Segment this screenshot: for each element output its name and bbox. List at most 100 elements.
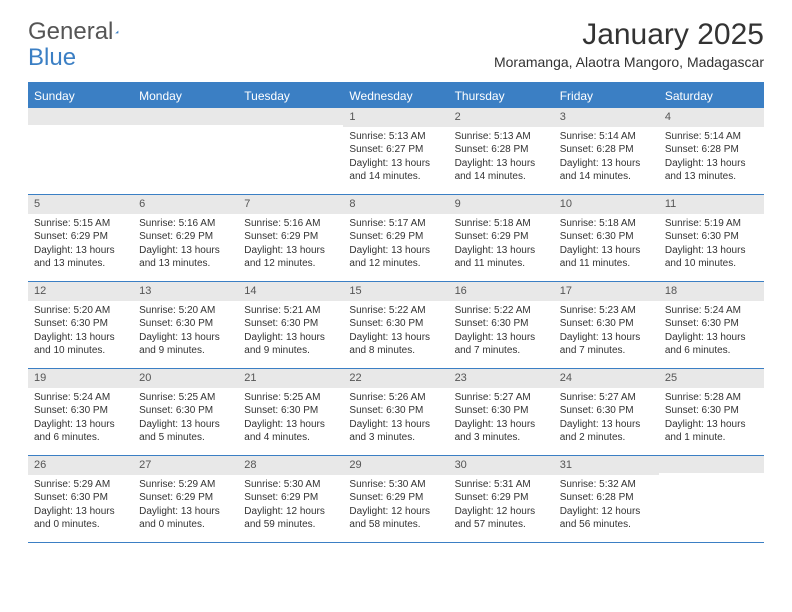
day-cell: 25Sunrise: 5:28 AMSunset: 6:30 PMDayligh… bbox=[659, 369, 764, 455]
week-row: 5Sunrise: 5:15 AMSunset: 6:29 PMDaylight… bbox=[28, 195, 764, 282]
day-body: Sunrise: 5:19 AMSunset: 6:30 PMDaylight:… bbox=[659, 214, 764, 275]
sunset-line: Sunset: 6:29 PM bbox=[34, 230, 127, 244]
sunset-line: Sunset: 6:30 PM bbox=[560, 317, 653, 331]
day-number: 27 bbox=[133, 456, 238, 475]
day-body: Sunrise: 5:13 AMSunset: 6:28 PMDaylight:… bbox=[449, 127, 554, 188]
sunrise-line: Sunrise: 5:25 AM bbox=[244, 391, 337, 405]
sunrise-line: Sunrise: 5:22 AM bbox=[455, 304, 548, 318]
sunrise-line: Sunrise: 5:13 AM bbox=[455, 130, 548, 144]
day-number: 22 bbox=[343, 369, 448, 388]
daylight-line: Daylight: 13 hours and 4 minutes. bbox=[244, 418, 337, 445]
day-number: 13 bbox=[133, 282, 238, 301]
day-body: Sunrise: 5:29 AMSunset: 6:29 PMDaylight:… bbox=[133, 475, 238, 536]
daylight-line: Daylight: 13 hours and 14 minutes. bbox=[560, 157, 653, 184]
sunrise-line: Sunrise: 5:30 AM bbox=[244, 478, 337, 492]
month-title: January 2025 bbox=[494, 18, 764, 52]
sunset-line: Sunset: 6:29 PM bbox=[139, 230, 232, 244]
day-cell: 12Sunrise: 5:20 AMSunset: 6:30 PMDayligh… bbox=[28, 282, 133, 368]
sunrise-line: Sunrise: 5:16 AM bbox=[244, 217, 337, 231]
day-cell: 16Sunrise: 5:22 AMSunset: 6:30 PMDayligh… bbox=[449, 282, 554, 368]
day-number: 23 bbox=[449, 369, 554, 388]
day-number: 21 bbox=[238, 369, 343, 388]
day-cell: 6Sunrise: 5:16 AMSunset: 6:29 PMDaylight… bbox=[133, 195, 238, 281]
day-cell: 19Sunrise: 5:24 AMSunset: 6:30 PMDayligh… bbox=[28, 369, 133, 455]
logo-sail-icon bbox=[115, 22, 119, 42]
day-number bbox=[133, 108, 238, 125]
day-number: 11 bbox=[659, 195, 764, 214]
sunset-line: Sunset: 6:28 PM bbox=[560, 143, 653, 157]
daylight-line: Daylight: 13 hours and 10 minutes. bbox=[665, 244, 758, 271]
day-number bbox=[659, 456, 764, 473]
day-number: 19 bbox=[28, 369, 133, 388]
day-cell: 28Sunrise: 5:30 AMSunset: 6:29 PMDayligh… bbox=[238, 456, 343, 542]
sunrise-line: Sunrise: 5:29 AM bbox=[34, 478, 127, 492]
sunrise-line: Sunrise: 5:27 AM bbox=[455, 391, 548, 405]
daylight-line: Daylight: 13 hours and 9 minutes. bbox=[244, 331, 337, 358]
logo-text-1: General bbox=[28, 18, 113, 46]
sunset-line: Sunset: 6:28 PM bbox=[560, 491, 653, 505]
daylight-line: Daylight: 13 hours and 0 minutes. bbox=[139, 505, 232, 532]
sunset-line: Sunset: 6:30 PM bbox=[34, 404, 127, 418]
day-cell: 7Sunrise: 5:16 AMSunset: 6:29 PMDaylight… bbox=[238, 195, 343, 281]
daylight-line: Daylight: 13 hours and 5 minutes. bbox=[139, 418, 232, 445]
day-number: 15 bbox=[343, 282, 448, 301]
day-body: Sunrise: 5:25 AMSunset: 6:30 PMDaylight:… bbox=[238, 388, 343, 449]
sunrise-line: Sunrise: 5:20 AM bbox=[34, 304, 127, 318]
day-cell: 20Sunrise: 5:25 AMSunset: 6:30 PMDayligh… bbox=[133, 369, 238, 455]
sunset-line: Sunset: 6:28 PM bbox=[665, 143, 758, 157]
daylight-line: Daylight: 13 hours and 11 minutes. bbox=[455, 244, 548, 271]
daylight-line: Daylight: 13 hours and 0 minutes. bbox=[34, 505, 127, 532]
sunset-line: Sunset: 6:30 PM bbox=[665, 317, 758, 331]
day-body: Sunrise: 5:27 AMSunset: 6:30 PMDaylight:… bbox=[449, 388, 554, 449]
daylight-line: Daylight: 13 hours and 12 minutes. bbox=[244, 244, 337, 271]
day-number: 7 bbox=[238, 195, 343, 214]
day-header-monday: Monday bbox=[133, 84, 238, 108]
day-body: Sunrise: 5:24 AMSunset: 6:30 PMDaylight:… bbox=[659, 301, 764, 362]
day-body: Sunrise: 5:25 AMSunset: 6:30 PMDaylight:… bbox=[133, 388, 238, 449]
day-number: 28 bbox=[238, 456, 343, 475]
sunrise-line: Sunrise: 5:31 AM bbox=[455, 478, 548, 492]
day-cell: 8Sunrise: 5:17 AMSunset: 6:29 PMDaylight… bbox=[343, 195, 448, 281]
day-body: Sunrise: 5:17 AMSunset: 6:29 PMDaylight:… bbox=[343, 214, 448, 275]
sunset-line: Sunset: 6:30 PM bbox=[34, 317, 127, 331]
day-body: Sunrise: 5:21 AMSunset: 6:30 PMDaylight:… bbox=[238, 301, 343, 362]
day-cell bbox=[133, 108, 238, 194]
sunrise-line: Sunrise: 5:27 AM bbox=[560, 391, 653, 405]
logo: General bbox=[28, 18, 137, 46]
day-body: Sunrise: 5:16 AMSunset: 6:29 PMDaylight:… bbox=[238, 214, 343, 275]
day-body: Sunrise: 5:14 AMSunset: 6:28 PMDaylight:… bbox=[659, 127, 764, 188]
sunrise-line: Sunrise: 5:18 AM bbox=[455, 217, 548, 231]
sunrise-line: Sunrise: 5:32 AM bbox=[560, 478, 653, 492]
day-body: Sunrise: 5:27 AMSunset: 6:30 PMDaylight:… bbox=[554, 388, 659, 449]
day-body: Sunrise: 5:30 AMSunset: 6:29 PMDaylight:… bbox=[343, 475, 448, 536]
day-body: Sunrise: 5:32 AMSunset: 6:28 PMDaylight:… bbox=[554, 475, 659, 536]
day-cell: 1Sunrise: 5:13 AMSunset: 6:27 PMDaylight… bbox=[343, 108, 448, 194]
sunset-line: Sunset: 6:29 PM bbox=[349, 491, 442, 505]
day-number bbox=[238, 108, 343, 125]
sunrise-line: Sunrise: 5:13 AM bbox=[349, 130, 442, 144]
sunset-line: Sunset: 6:30 PM bbox=[349, 317, 442, 331]
daylight-line: Daylight: 13 hours and 6 minutes. bbox=[665, 331, 758, 358]
day-body: Sunrise: 5:16 AMSunset: 6:29 PMDaylight:… bbox=[133, 214, 238, 275]
day-number: 26 bbox=[28, 456, 133, 475]
sunrise-line: Sunrise: 5:24 AM bbox=[34, 391, 127, 405]
sunset-line: Sunset: 6:30 PM bbox=[139, 404, 232, 418]
sunrise-line: Sunrise: 5:29 AM bbox=[139, 478, 232, 492]
day-header-tuesday: Tuesday bbox=[238, 84, 343, 108]
day-cell: 23Sunrise: 5:27 AMSunset: 6:30 PMDayligh… bbox=[449, 369, 554, 455]
day-body: Sunrise: 5:30 AMSunset: 6:29 PMDaylight:… bbox=[238, 475, 343, 536]
day-number: 29 bbox=[343, 456, 448, 475]
week-row: 26Sunrise: 5:29 AMSunset: 6:30 PMDayligh… bbox=[28, 456, 764, 543]
day-body: Sunrise: 5:26 AMSunset: 6:30 PMDaylight:… bbox=[343, 388, 448, 449]
sunset-line: Sunset: 6:30 PM bbox=[455, 317, 548, 331]
day-body: Sunrise: 5:31 AMSunset: 6:29 PMDaylight:… bbox=[449, 475, 554, 536]
day-cell: 26Sunrise: 5:29 AMSunset: 6:30 PMDayligh… bbox=[28, 456, 133, 542]
sunset-line: Sunset: 6:29 PM bbox=[455, 491, 548, 505]
day-cell: 11Sunrise: 5:19 AMSunset: 6:30 PMDayligh… bbox=[659, 195, 764, 281]
day-number bbox=[28, 108, 133, 125]
daylight-line: Daylight: 13 hours and 13 minutes. bbox=[34, 244, 127, 271]
week-row: 12Sunrise: 5:20 AMSunset: 6:30 PMDayligh… bbox=[28, 282, 764, 369]
daylight-line: Daylight: 13 hours and 3 minutes. bbox=[455, 418, 548, 445]
calendar: SundayMondayTuesdayWednesdayThursdayFrid… bbox=[28, 82, 764, 543]
sunrise-line: Sunrise: 5:16 AM bbox=[139, 217, 232, 231]
